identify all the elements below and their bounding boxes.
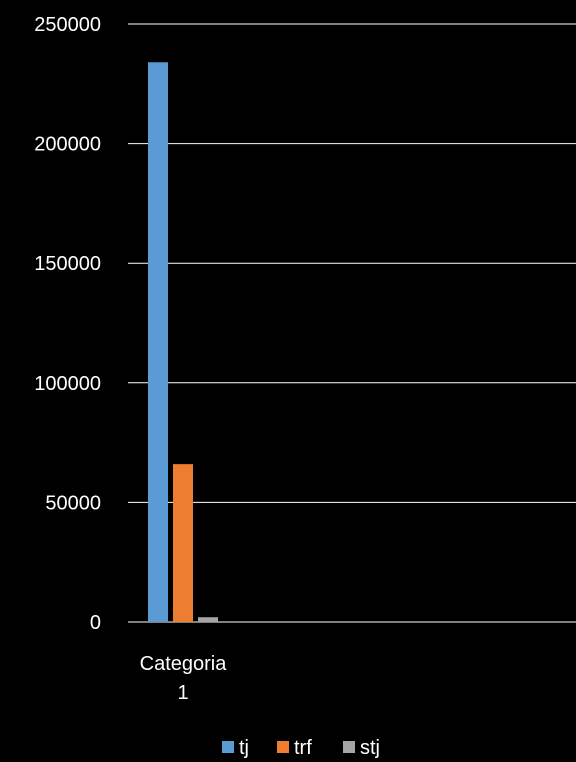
legend-label-trf: trf [294, 737, 312, 759]
y-tick-label: 250000 [34, 14, 101, 36]
y-tick-label: 100000 [34, 373, 101, 395]
bar-stj [198, 617, 218, 622]
y-tick-label: 50000 [45, 492, 101, 514]
y-tick-label: 150000 [34, 253, 101, 275]
x-axis-category-labels: Categoria 1 [140, 653, 228, 704]
y-axis-tick-labels: 0 50000 100000 150000 200000 250000 [34, 14, 101, 634]
x-category-label: 1 [177, 682, 188, 704]
bar-tj [148, 62, 168, 623]
x-category-label: Categoria [140, 653, 228, 675]
legend-swatch-stj [343, 741, 355, 753]
legend-label-stj: stj [360, 737, 380, 759]
y-tick-label: 200000 [34, 134, 101, 156]
bar-trf [173, 464, 193, 622]
bars [148, 62, 218, 623]
legend-label-tj: tj [239, 737, 249, 759]
y-tick-label: 0 [90, 612, 101, 634]
legend-swatch-trf [277, 741, 289, 753]
legend: tj trf stj [222, 737, 380, 759]
legend-swatch-tj [222, 741, 234, 753]
gridlines [128, 23, 576, 623]
